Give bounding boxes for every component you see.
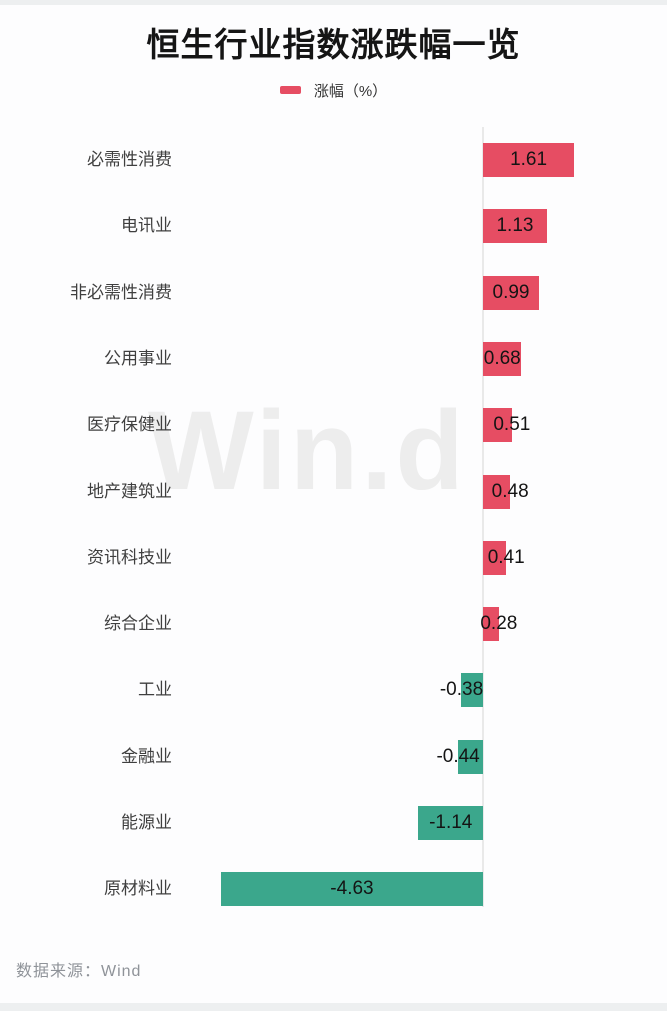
value-label: 0.68 — [483, 348, 521, 369]
bar-positive — [483, 408, 512, 442]
category-label: 原材料业 — [104, 879, 172, 898]
category-label: 综合企业 — [104, 614, 172, 633]
category-label: 非必需性消费 — [70, 283, 172, 302]
bar-positive — [483, 342, 522, 376]
top-edge-strip — [0, 0, 667, 5]
bar-positive — [483, 475, 511, 509]
bar-negative — [458, 740, 483, 774]
bar-positive — [483, 209, 547, 243]
value-label: 1.61 — [510, 149, 548, 170]
bar-negative — [220, 872, 483, 906]
value-label: -1.14 — [429, 812, 473, 833]
value-label: 0.51 — [493, 414, 531, 435]
category-label: 工业 — [138, 680, 172, 699]
category-label: 资讯科技业 — [87, 548, 172, 567]
category-label: 金融业 — [121, 747, 172, 766]
category-label: 能源业 — [121, 813, 172, 832]
bar-chart: Win.d 必需性消费 1.61 电讯业 1.13 非必需性消费 0.99 公用事业 0.68… — [0, 127, 667, 923]
bar-negative — [461, 673, 483, 707]
zero-axis-line — [482, 127, 484, 907]
legend: 涨幅（%） — [0, 80, 667, 100]
value-label: 1.13 — [496, 215, 534, 236]
value-label: -0.38 — [439, 679, 484, 700]
value-label: -0.44 — [436, 746, 480, 767]
bar-positive — [483, 276, 540, 310]
value-label: -4.63 — [330, 878, 374, 899]
category-label: 电讯业 — [121, 216, 172, 235]
category-label: 医疗保健业 — [87, 415, 172, 434]
value-label: 0.48 — [491, 481, 529, 502]
legend-swatch-icon — [279, 86, 301, 94]
watermark: Win.d — [148, 388, 467, 513]
category-label: 地产建筑业 — [87, 482, 172, 501]
bar-positive — [483, 607, 499, 641]
data-source-label: 数据来源：Wind — [16, 963, 142, 980]
chart-title: 恒生行业指数涨跌幅一览 — [146, 26, 521, 63]
value-label: 0.28 — [480, 613, 518, 634]
bar-negative — [418, 806, 483, 840]
value-label: 0.41 — [487, 547, 525, 568]
bottom-edge-strip — [0, 1003, 667, 1011]
value-label: 0.99 — [492, 282, 530, 303]
legend-label: 涨幅（%） — [313, 82, 388, 100]
category-label: 必需性消费 — [87, 150, 172, 169]
bar-positive — [483, 541, 507, 575]
bar-positive — [483, 143, 575, 177]
category-label: 公用事业 — [104, 349, 172, 368]
